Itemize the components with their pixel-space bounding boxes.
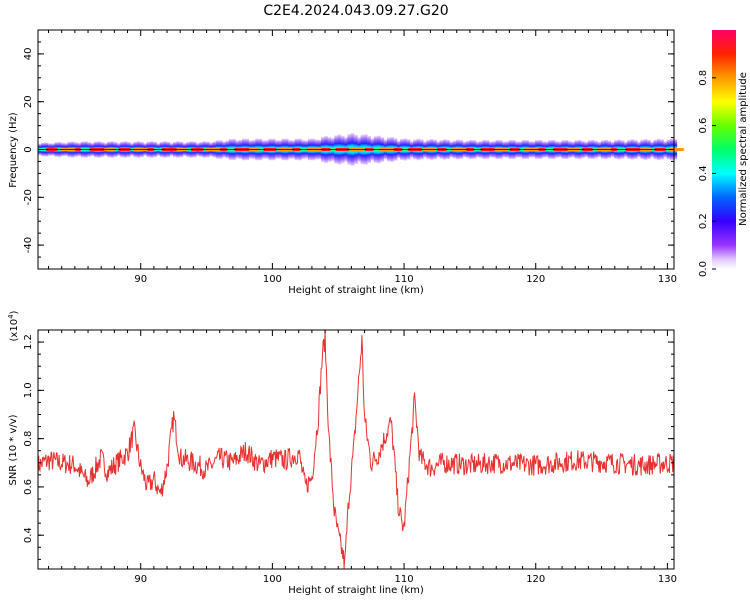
snr-x-tick-label: 130	[658, 574, 677, 585]
spectrogram-x-label: Height of straight line (km)	[288, 285, 424, 296]
spectrogram-x-tick-label: 100	[263, 274, 282, 285]
colorbar-tick-label: 0.6	[698, 118, 709, 134]
snr-y-tick-label: 1.0	[23, 382, 34, 398]
snr-x-tick-label: 110	[395, 574, 414, 585]
snr-x-label: Height of straight line (km)	[288, 585, 424, 596]
colorbar-strip	[712, 30, 736, 269]
spectrogram-x-tick-label: 130	[658, 274, 677, 285]
snr-x-tick-label: 120	[526, 574, 545, 585]
snr-y-tick-label: 0.6	[23, 479, 34, 495]
colorbar-tick-label: 0.4	[698, 165, 709, 181]
snr-y-tick-label: 0.4	[23, 527, 34, 543]
snr-series-line	[37, 329, 675, 569]
spectrogram-y-tick-label: 20	[23, 95, 34, 108]
spectrogram-y-tick-label: 0	[23, 146, 34, 152]
figure-title: C2E4.2024.043.09.27.G20	[263, 3, 448, 19]
spectrogram-x-ticks: 90 100 110 120 130	[48, 30, 677, 285]
snr-y-label: SNR (10 * v/v)	[8, 414, 19, 485]
snr-panel: 90 100 110 120 130 0.4 0.6 0.8 1.0 1.2 Height of…	[7, 310, 677, 596]
colorbar: 0.0 0.2 0.4 0.6 0.8 Normalized spectral ampl…	[698, 30, 749, 277]
spectrogram-x-tick-label: 120	[526, 274, 545, 285]
spectrogram-x-tick-label: 90	[134, 274, 147, 285]
snr-x-ticks: 90 100 110 120 130	[48, 330, 677, 585]
snr-x-tick-label: 90	[134, 574, 147, 585]
snr-frame	[37, 329, 675, 570]
colorbar-tick-label: 0.2	[698, 213, 709, 229]
colorbar-tick-label: 0.8	[698, 70, 709, 86]
colorbar-label: Normalized spectral amplitude	[738, 72, 749, 226]
spectral-band	[38, 133, 685, 166]
colorbar-ticks: 0.0 0.2 0.4 0.6 0.8	[698, 70, 716, 277]
snr-x-tick-label: 100	[263, 574, 282, 585]
spectrogram-y-ticks: 40 20 0 -20 -40	[23, 29, 674, 270]
spectrogram-panel: 90 100 110 120 130 40 20 0 -20 -40 Height of str…	[8, 29, 685, 296]
spectrogram-y-label: Frequency (Hz)	[8, 112, 19, 188]
snr-y-scale-label: (x104)	[7, 310, 20, 341]
spectrogram-y-tick-label: -20	[23, 189, 34, 205]
spectral-peak	[668, 148, 685, 151]
snr-y-ticks: 0.4 0.6 0.8 1.0 1.2	[23, 334, 674, 560]
spectrogram-y-tick-label: 40	[23, 48, 34, 61]
snr-y-tick-label: 1.2	[23, 334, 34, 350]
colorbar-tick-label: 0.0	[698, 261, 709, 277]
snr-y-tick-label: 0.8	[23, 431, 34, 447]
spectrogram-x-tick-label: 110	[395, 274, 414, 285]
spectrogram-y-tick-label: -40	[23, 237, 34, 253]
